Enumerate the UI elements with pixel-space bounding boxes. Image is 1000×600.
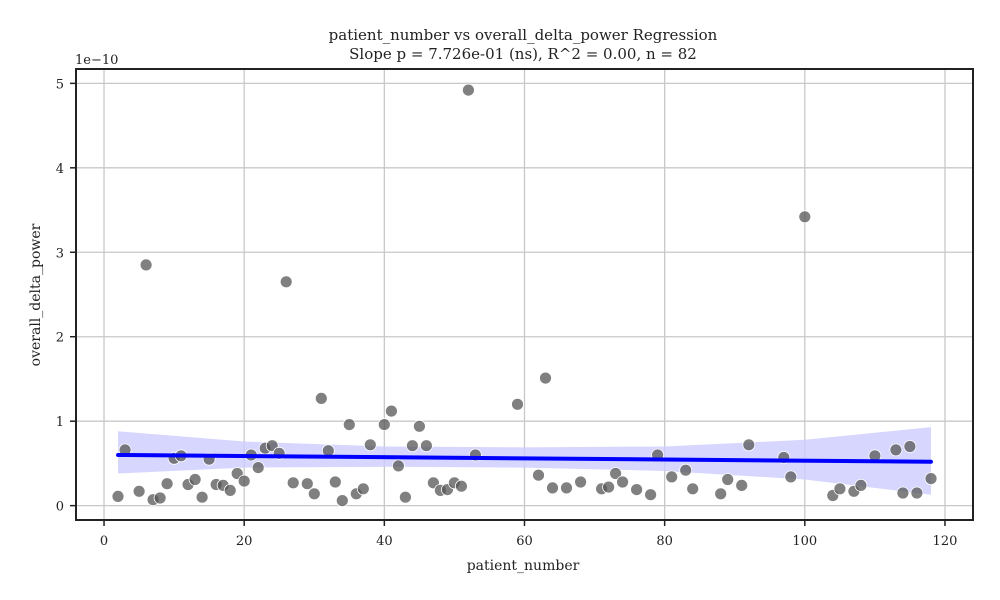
x-tick-label: 80 (656, 534, 673, 549)
data-point (342, 418, 356, 432)
data-point (356, 482, 370, 496)
x-tick-label: 120 (933, 534, 958, 549)
data-point (251, 461, 265, 475)
data-point (237, 474, 251, 488)
y-tick-label: 2 (56, 331, 64, 346)
x-tick-label: 60 (516, 534, 533, 549)
data-point (679, 463, 693, 477)
x-tick-label: 0 (100, 534, 108, 549)
data-point (721, 473, 735, 486)
data-point (405, 439, 419, 453)
x-axis-label: patient_number (467, 558, 580, 574)
data-point (377, 418, 391, 432)
x-tick-label: 40 (376, 534, 393, 549)
chart-subtitle: Slope p = 7.726e-01 (ns), R^2 = 0.00, n … (349, 45, 697, 63)
data-point (665, 470, 679, 484)
data-point (398, 490, 412, 504)
data-point (532, 468, 545, 482)
confidence-band (118, 427, 931, 495)
data-point (644, 488, 657, 502)
data-point (188, 473, 202, 486)
data-point (153, 491, 167, 505)
data-point (307, 487, 321, 501)
data-point (139, 258, 153, 272)
data-point (784, 470, 798, 484)
data-point (630, 483, 643, 497)
regression-line (116, 452, 933, 464)
data-point (223, 483, 237, 497)
y-tick-label: 5 (56, 77, 64, 92)
data-point (363, 438, 377, 452)
data-point (300, 477, 314, 491)
data-point (574, 475, 587, 489)
data-point (735, 478, 749, 492)
data-point (616, 475, 629, 489)
scatter-points (111, 83, 938, 508)
data-point (910, 486, 924, 500)
data-point (111, 489, 125, 503)
data-point (286, 476, 300, 490)
data-point (903, 440, 917, 453)
x-tick-label: 20 (236, 534, 253, 549)
data-point (602, 480, 615, 494)
data-point (384, 404, 398, 418)
data-point (714, 487, 728, 501)
y-scale-label: 1e−10 (75, 53, 118, 68)
y-tick-label: 4 (56, 162, 64, 177)
axis-ticks: 0 20 40 60 80 100 120 0 1 2 3 4 5 (56, 77, 958, 549)
data-point (195, 490, 209, 504)
data-point (560, 481, 573, 495)
data-point (889, 443, 903, 457)
y-axis-label: overall_delta_power (28, 223, 44, 366)
y-tick-label: 3 (56, 246, 64, 261)
data-point (328, 475, 342, 489)
data-point (419, 439, 433, 453)
grid (76, 69, 973, 520)
chart-title: patient_number vs overall_delta_power Re… (329, 26, 718, 44)
data-point (896, 486, 910, 500)
data-point (539, 371, 552, 385)
data-point (279, 275, 293, 289)
x-tick-label: 100 (792, 534, 817, 549)
y-tick-label: 0 (56, 500, 64, 515)
data-point (511, 397, 524, 411)
data-point (454, 479, 468, 493)
data-point (924, 472, 938, 486)
data-point (833, 482, 847, 496)
data-point (461, 83, 475, 97)
data-point (391, 459, 405, 473)
data-point (854, 478, 868, 492)
data-point (798, 210, 812, 224)
data-point (609, 467, 622, 480)
data-point (546, 481, 559, 495)
data-point (160, 477, 174, 491)
data-point (742, 438, 756, 452)
data-point (314, 391, 328, 405)
data-point (686, 482, 700, 496)
data-point (132, 484, 146, 498)
data-point (335, 494, 349, 508)
data-point (412, 419, 426, 433)
y-tick-label: 1 (56, 415, 64, 430)
